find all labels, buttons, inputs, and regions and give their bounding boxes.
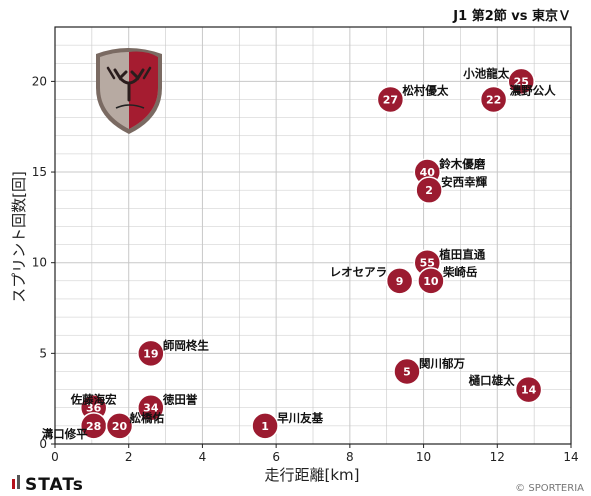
point-number: 1 (261, 420, 269, 433)
point-marker (376, 85, 405, 114)
point-label: 濃野公人 (510, 84, 556, 98)
point-marker (415, 176, 443, 204)
x-tick-label: 10 (416, 450, 431, 464)
point-marker (417, 267, 445, 295)
point-label: 樋口雄太 (469, 374, 515, 388)
y-tick-label: 20 (32, 74, 47, 88)
point-marker (251, 412, 279, 440)
brand-bar-icon (17, 475, 20, 489)
x-axis-ticks: 0 2 4 6 8 10 12 14 (51, 444, 579, 464)
chart-title: J1 第2節 vs 東京Ｖ (452, 8, 571, 24)
data-point: 22 濃野公人 (479, 84, 556, 114)
credit-text: © SPORTERIA (515, 483, 584, 494)
point-marker (514, 375, 543, 404)
team-logo (96, 48, 162, 134)
x-tick-label: 6 (272, 450, 280, 464)
data-point: 27 松村優太 (376, 84, 449, 114)
x-tick-label: 4 (199, 450, 207, 464)
point-label: 溝口修平 (42, 427, 88, 441)
point-marker (507, 67, 535, 96)
data-points: 25小池龍太22濃野公人27松村優太40鈴木優磨2安西幸輝55植田直通9レオセア… (42, 66, 556, 440)
point-number: 10 (423, 275, 439, 288)
point-label: 師岡柊生 (163, 338, 209, 352)
point-label: 鈴木優磨 (439, 157, 485, 171)
point-label: 小池龍太 (462, 66, 509, 80)
point-number: 20 (112, 420, 128, 433)
y-tick-label: 15 (32, 165, 47, 179)
x-tick-label: 12 (490, 450, 505, 464)
point-number: 14 (521, 384, 537, 397)
point-number: 40 (420, 166, 436, 179)
data-point: 5 関川郁万 (393, 356, 465, 386)
point-number: 22 (486, 94, 501, 107)
point-number: 28 (86, 420, 101, 433)
point-number: 34 (143, 402, 159, 415)
point-number: 55 (420, 257, 435, 270)
x-tick-label: 2 (125, 450, 133, 464)
data-point: 1 早川友基 (251, 411, 324, 440)
data-point: 9 レオセアラ (330, 265, 414, 295)
point-number: 9 (396, 275, 404, 288)
y-axis-label: スプリント回数[回] (10, 171, 28, 303)
brand-logo: STATs (12, 475, 84, 495)
point-label: 佐藤海宏 (70, 393, 117, 407)
plot-frame (54, 26, 572, 445)
point-label: 柴崎岳 (442, 265, 478, 279)
y-axis-ticks: 0 5 10 15 20 (32, 74, 55, 451)
point-label: 舩橋佑 (130, 411, 165, 425)
point-label: 松村優太 (402, 84, 448, 98)
point-number: 36 (86, 402, 102, 415)
point-marker (137, 339, 165, 368)
point-label: 植田直通 (438, 248, 485, 262)
x-tick-label: 8 (346, 450, 354, 464)
point-marker (393, 357, 421, 386)
point-marker (105, 412, 134, 440)
y-tick-label: 5 (39, 346, 47, 360)
point-label: レオセアラ (330, 265, 388, 279)
point-number: 5 (403, 365, 411, 378)
point-marker (479, 85, 508, 114)
point-label: 徳田誉 (162, 393, 198, 407)
point-number: 25 (514, 75, 529, 88)
point-label: 早川友基 (277, 411, 323, 425)
point-marker (385, 267, 414, 295)
x-tick-label: 0 (51, 450, 59, 464)
x-axis-label: 走行距離[km] (264, 466, 359, 484)
data-point: 19 師岡柊生 (137, 338, 209, 368)
point-number: 27 (383, 94, 398, 107)
data-point: 14 樋口雄太 (469, 374, 543, 404)
brand-text: STATs (25, 475, 84, 495)
point-marker (137, 393, 165, 422)
y-tick-label: 10 (32, 256, 47, 270)
point-label: 安西幸輝 (441, 175, 487, 189)
point-number: 2 (425, 184, 433, 197)
data-point: 25 小池龍太 (462, 66, 535, 96)
brand-bar-icon (12, 479, 15, 489)
data-point: 2 安西幸輝 (415, 175, 488, 204)
point-label: 関川郁万 (419, 356, 465, 370)
x-tick-label: 14 (563, 450, 578, 464)
y-tick-label: 0 (39, 437, 47, 451)
point-number: 19 (143, 347, 158, 360)
